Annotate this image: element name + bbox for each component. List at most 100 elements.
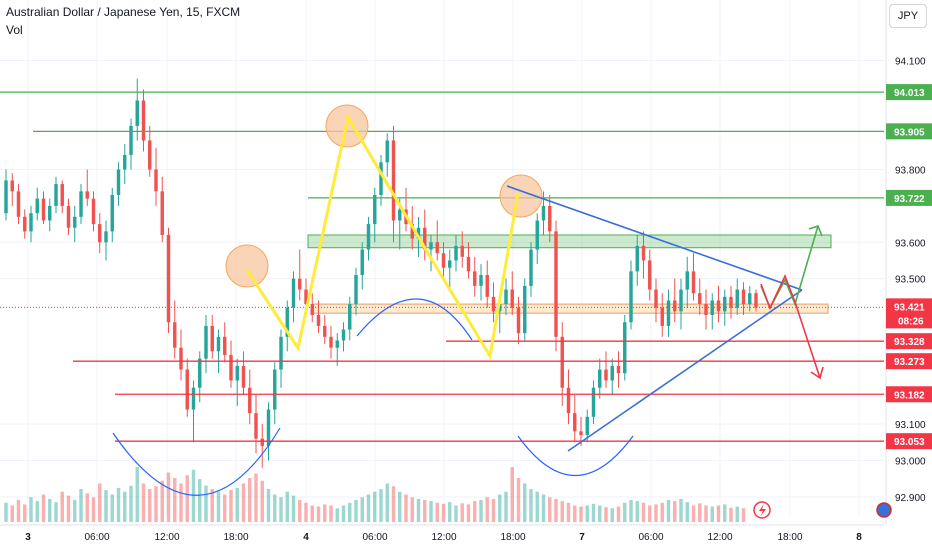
candle [129,125,133,155]
arc-curve [517,435,634,476]
volume-bar [529,489,533,522]
candle [16,191,21,217]
volume-bar [179,483,183,522]
volume-bar [516,478,521,522]
candle [204,325,208,359]
candle [416,227,421,239]
volume-bar [216,491,221,522]
volume-bar [629,500,633,522]
volume-bar [298,500,302,522]
volume-bar [466,504,471,522]
candle [10,180,14,192]
y-tick-label: 93.500 [895,275,926,286]
candle [291,278,296,308]
candle [198,358,202,388]
volume-bar [185,475,189,522]
x-tick-label: 06:00 [362,532,387,543]
candle [629,271,633,323]
x-tick-label: 12:00 [154,532,179,543]
x-tick-label: 18:00 [223,532,248,543]
x-tick-label: 06:00 [638,532,663,543]
volume-bar [598,505,602,522]
country-flag-icon[interactable] [876,502,892,518]
volume-bar [479,500,483,522]
volume-bar [491,498,496,522]
volume-bar [79,489,83,522]
volume-bar [110,494,114,522]
x-tick-label: 4 [303,532,309,543]
candle [148,140,152,170]
volume-bar [423,500,427,522]
candle [166,235,171,323]
candle [391,140,396,221]
candle [679,289,683,312]
volume-bar [173,478,177,522]
candle [154,169,158,192]
candle [316,315,321,326]
volume-bar [441,503,446,522]
currency-selector[interactable]: JPY [889,4,927,28]
volume-bar [498,494,502,522]
candle [141,100,146,141]
volume-bar [241,483,246,522]
volume-bar [323,504,327,522]
candle [79,191,83,217]
volume-bar [585,505,589,522]
volume-bar [329,505,333,522]
price-level-badge-label: 93.053 [894,437,925,448]
candle [504,289,508,305]
candle [616,365,621,374]
volume-bar [673,501,677,522]
arc-curve [112,427,281,496]
volume-bar [191,469,196,522]
candle [654,289,658,308]
volume-bar [229,490,233,522]
candle [260,438,264,446]
volume-bar [166,472,171,522]
candle [398,209,402,221]
candle [485,275,489,297]
current-price-label: 93.421 [894,302,925,313]
volume-bar [379,489,383,522]
candle [516,307,521,334]
candle [541,205,546,221]
volume-bar [623,502,627,522]
candle [491,296,496,312]
volume-bar [454,505,458,522]
x-tick-label: 3 [25,532,31,543]
volume-bar [429,501,433,522]
volume-bar [654,504,658,522]
volume-bar [385,483,389,522]
price-level-badge-label: 93.273 [894,357,925,368]
candle [510,289,514,308]
volume-bar [316,506,321,522]
candle [560,336,564,388]
candle [566,387,571,414]
price-level-badge [886,353,932,370]
volume-indicator-label[interactable]: Vol [6,23,23,37]
volume-bar [16,500,21,522]
orange-zone [312,303,829,314]
volume-bar [698,503,702,522]
volume-bar [504,491,508,522]
volume-bar [235,487,239,522]
price-level-badge-label: 93.722 [894,194,925,205]
candle [754,293,758,308]
candle [160,191,164,235]
candle [335,340,339,348]
candle [241,365,246,388]
arc-curve [356,298,473,341]
volume-bar [260,480,264,522]
x-tick-label: 8 [856,532,862,543]
volume-bar [254,473,258,522]
y-tick-label: 93.100 [895,420,926,431]
candle [216,336,221,352]
candle [35,198,39,214]
volume-bar [223,494,227,522]
volume-bar [85,493,89,522]
price-level-badge [886,123,932,140]
triangle-upper-line [506,185,803,291]
x-tick-label: 12:00 [431,532,456,543]
candle [385,140,389,163]
